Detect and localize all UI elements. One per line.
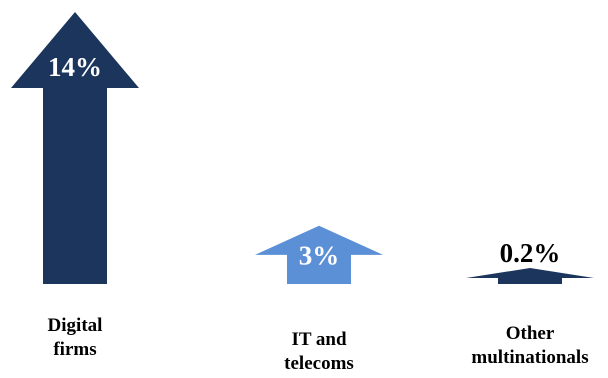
arrow-mark-3 — [466, 268, 594, 284]
arrow-mark-2 — [255, 225, 383, 284]
category-label-2-line-1: IT and — [291, 329, 347, 350]
category-label-1-line-2: firms — [53, 339, 96, 360]
category-labels-layer: Digital firms IT and telecoms Other multinati… — [48, 315, 589, 374]
value-label-2: 3% — [299, 241, 340, 271]
category-label-3-line-1: Other — [506, 323, 555, 344]
value-labels-layer: 14% 3% 0.2% — [48, 52, 560, 271]
value-label-1: 14% — [48, 52, 102, 82]
arrow-mark-1 — [11, 12, 139, 284]
value-label-3: 0.2% — [500, 238, 561, 268]
category-label-1-line-1: Digital — [48, 315, 103, 336]
arrows-layer — [11, 12, 594, 284]
category-label-3-line-2: multinationals — [471, 347, 588, 368]
category-label-2-line-2: telecoms — [284, 353, 354, 374]
